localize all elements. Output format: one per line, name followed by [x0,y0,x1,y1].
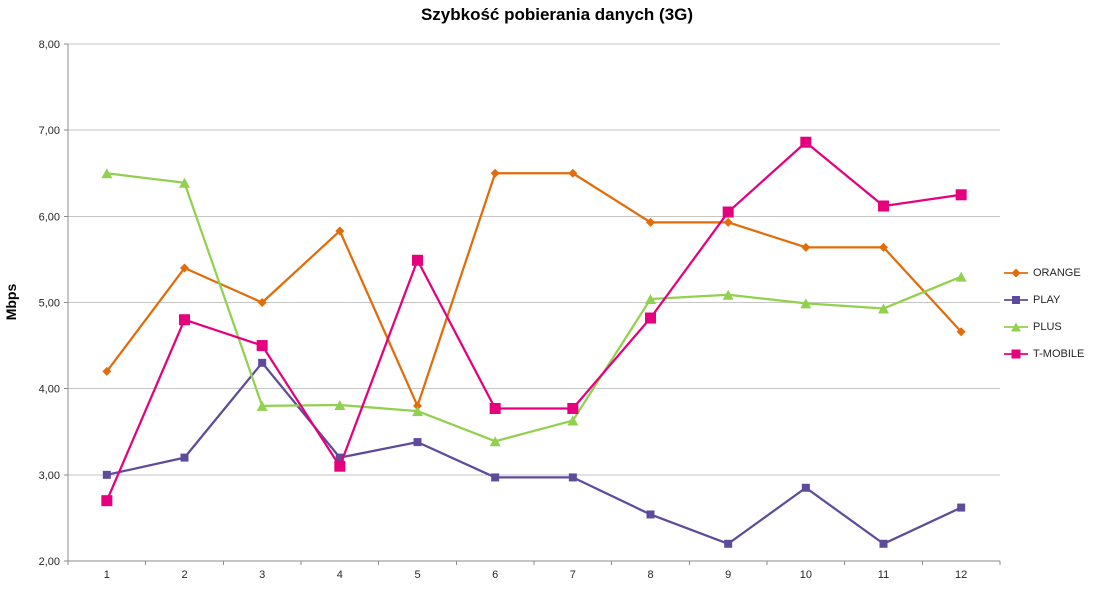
svg-text:2,00: 2,00 [39,556,60,568]
chart-title: Szybkość pobierania danych (3G) [420,5,694,24]
legend-item-plus: PLUS [1003,320,1084,334]
svg-text:9: 9 [725,569,731,581]
series-plus [101,168,967,447]
svg-text:4,00: 4,00 [39,384,60,396]
y-axis-label: Mbps [3,284,19,321]
series-orange [102,168,966,411]
svg-text:7: 7 [570,569,576,581]
svg-text:6,00: 6,00 [39,211,60,223]
legend-swatch-orange [1004,268,1028,278]
legend-swatch-t-mobile [1004,349,1028,359]
svg-text:5: 5 [414,569,420,581]
legend-item-play: PLAY [1003,293,1084,307]
svg-text:6: 6 [492,569,498,581]
svg-text:8,00: 8,00 [39,39,60,51]
legend-label: PLAY [1033,294,1061,306]
legend-item-t-mobile: T-MOBILE [1003,347,1084,361]
svg-text:11: 11 [878,569,889,581]
svg-text:7,00: 7,00 [39,125,60,137]
svg-text:12: 12 [955,569,967,581]
series-t-mobile [101,136,967,507]
legend-item-orange: ORANGE [1003,266,1084,280]
svg-text:3,00: 3,00 [39,470,60,482]
svg-text:4: 4 [337,569,343,581]
svg-text:1: 1 [104,569,110,581]
gridlines [64,43,1001,565]
legend-label: T-MOBILE [1033,348,1085,360]
legend-swatch-play [1004,296,1028,304]
legend: ORANGE PLAY PLUS T-MOBILE [1003,266,1084,361]
svg-text:8: 8 [647,569,653,581]
axis-tick-labels: 2,003,004,005,006,007,008,001 2 3 4 5 6 7 8 9 10 1… [39,39,968,581]
svg-text:5,00: 5,00 [39,298,60,310]
svg-text:10: 10 [800,569,812,581]
legend-label: ORANGE [1033,267,1081,279]
svg-text:2: 2 [181,569,187,581]
legend-swatch-plus [1004,322,1028,332]
svg-text:3: 3 [259,569,265,581]
series-play [102,358,966,548]
legend-label: PLUS [1033,321,1062,333]
